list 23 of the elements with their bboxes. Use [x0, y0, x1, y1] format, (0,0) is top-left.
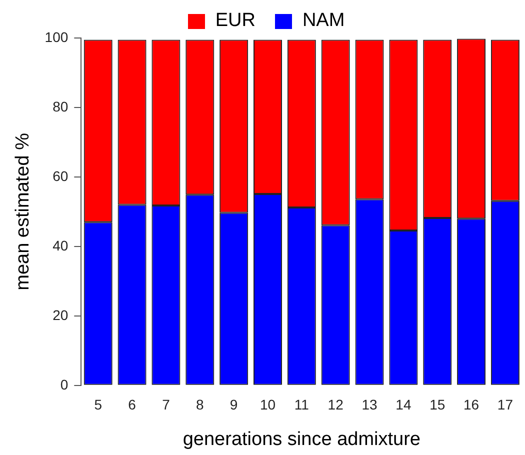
x-tick-label: 10 [260, 396, 276, 413]
x-tick-label: 13 [362, 396, 378, 413]
x-tick-label: 8 [196, 396, 204, 413]
legend-label: EUR [215, 10, 256, 32]
y-tick-label: 60 [52, 168, 68, 184]
x-tick-label: 12 [328, 396, 344, 413]
y-tick-label: 40 [52, 237, 68, 254]
legend-label: NAM [302, 10, 345, 32]
x-tick-label: 5 [94, 396, 102, 413]
x-tick-label: 15 [430, 396, 446, 413]
y-axis-title: mean estimated % [12, 132, 34, 290]
x-tick-label: 7 [162, 396, 170, 413]
x-axis-title: generations since admixture [182, 428, 420, 450]
y-tick-label: 0 [60, 376, 68, 392]
x-tick-label: 11 [294, 396, 310, 413]
y-tick-label: 80 [52, 98, 68, 114]
x-tick-label: 6 [128, 396, 136, 413]
x-tick-label: 16 [464, 396, 480, 413]
y-tick-label: 100 [44, 28, 68, 45]
x-tick-label: 9 [230, 396, 238, 413]
x-tick-label: 17 [497, 396, 514, 413]
y-tick-label: 20 [52, 306, 68, 323]
x-tick-label: 14 [396, 396, 412, 413]
